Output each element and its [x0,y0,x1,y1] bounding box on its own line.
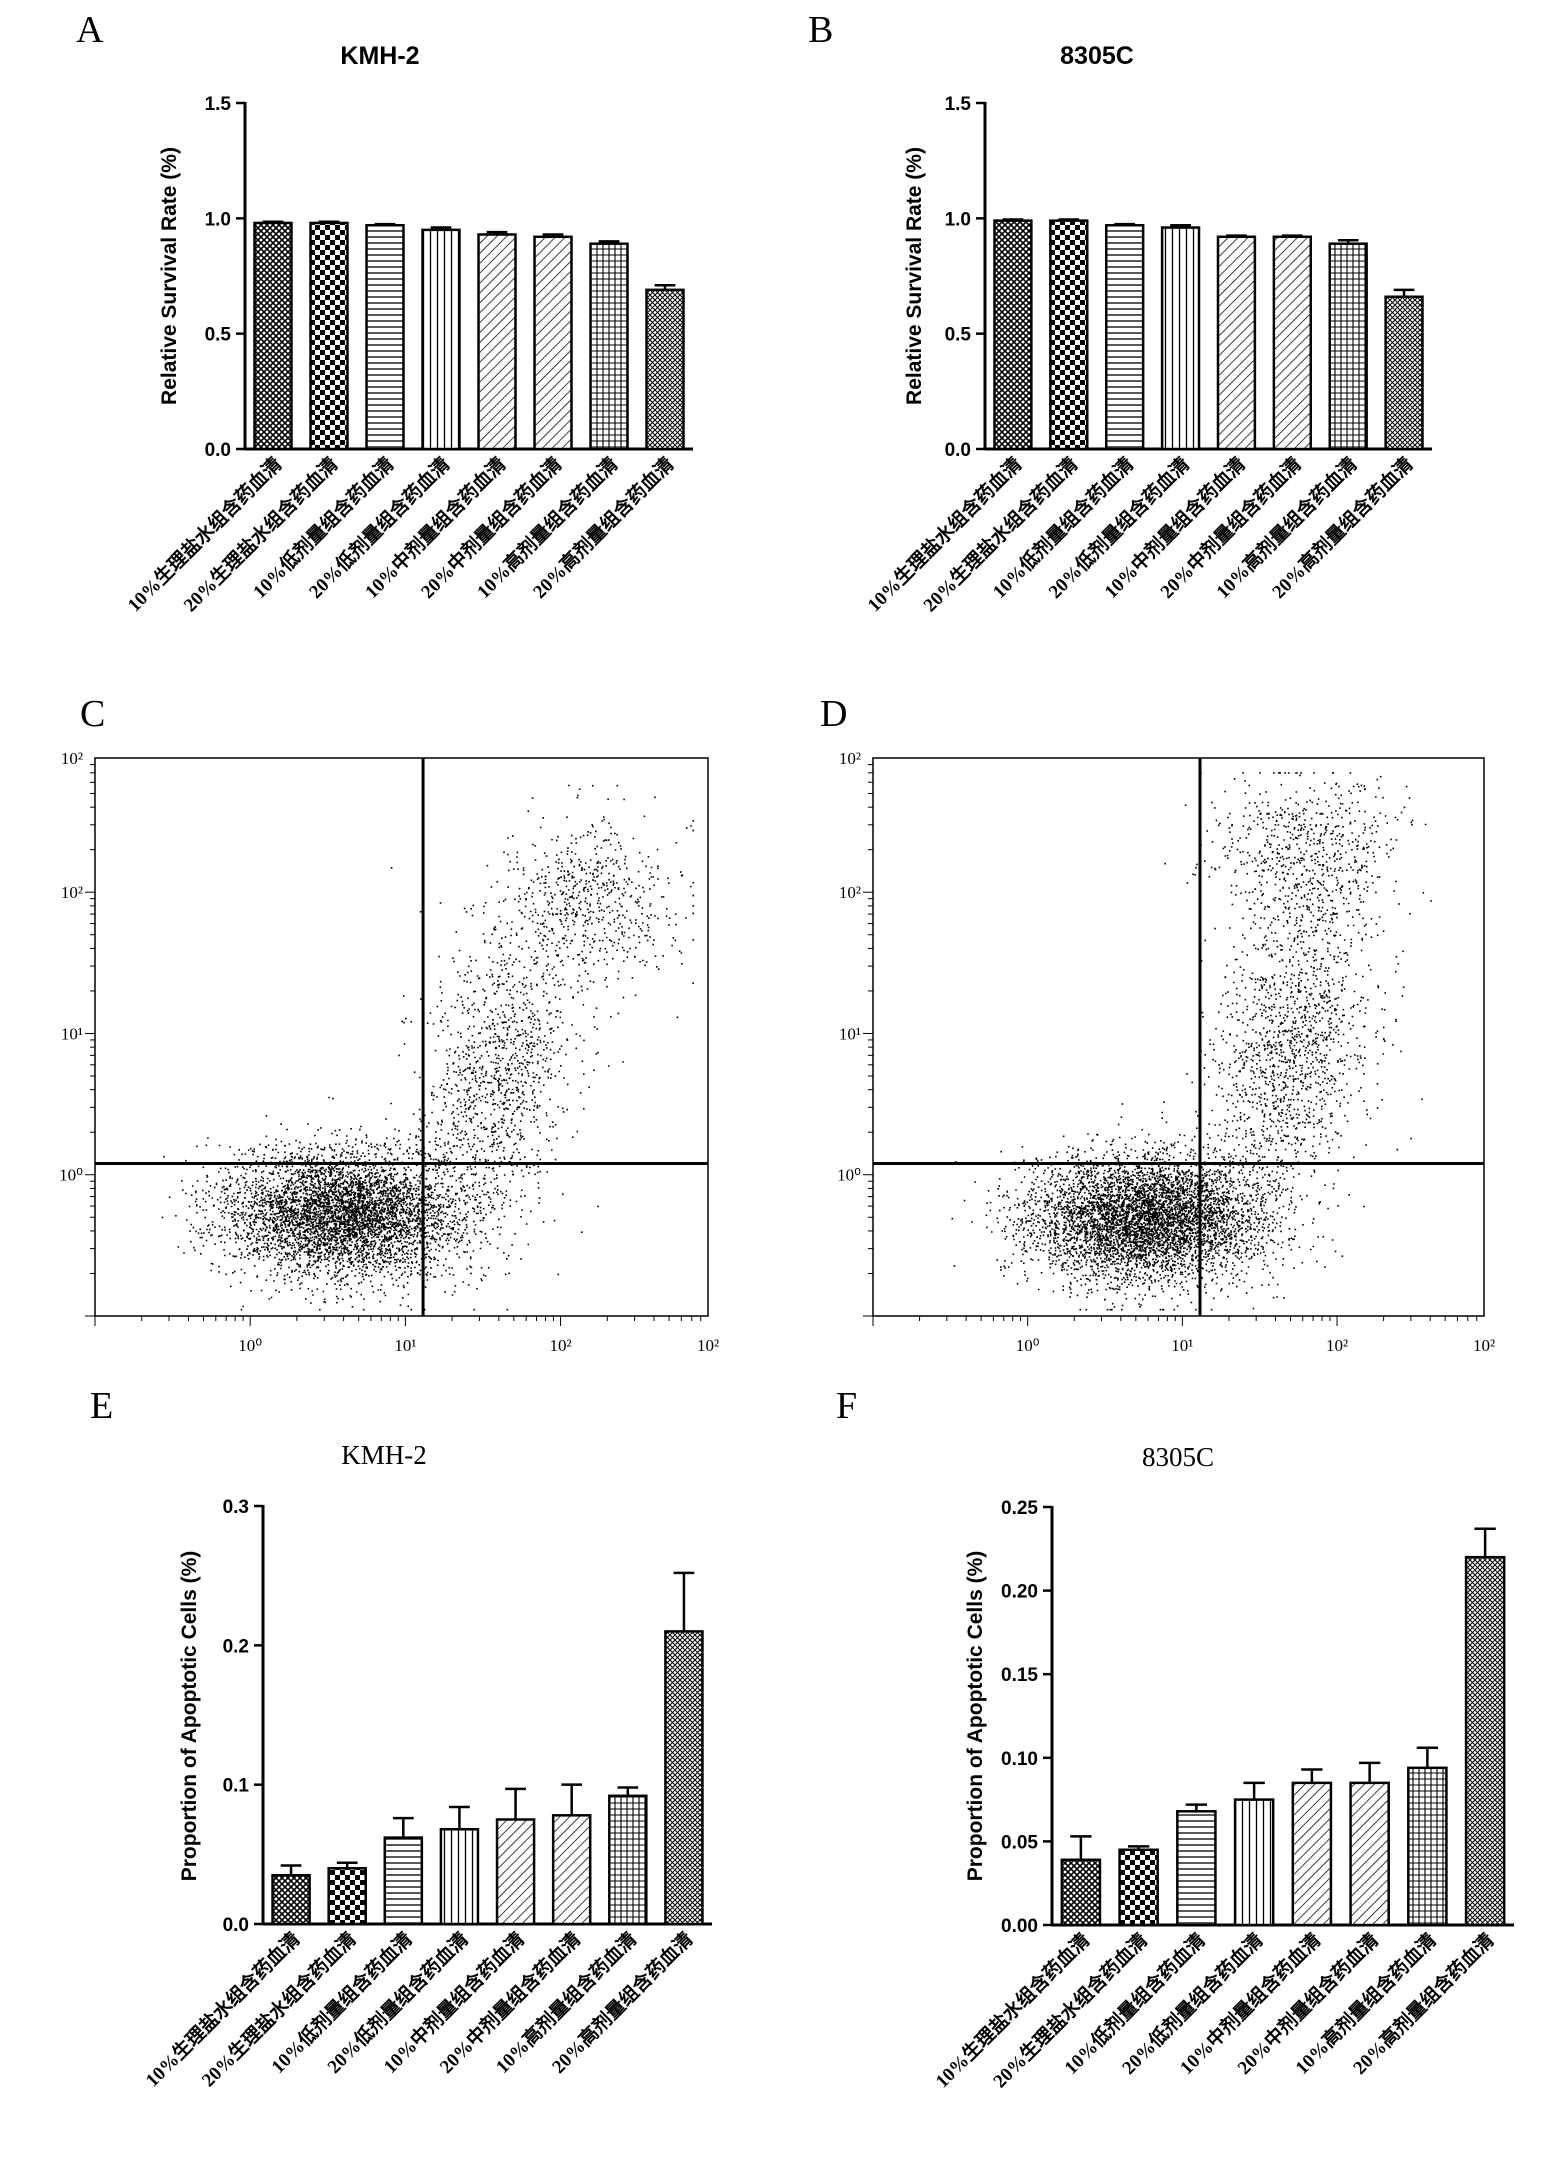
bar [1060,1858,1102,1927]
bar [993,219,1033,451]
x-tick-label: 10² [550,1336,572,1355]
y-tick-label: 0.0 [223,1915,249,1936]
y-axis-label: Proportion of Apoptotic Cells (%) [178,1551,201,1882]
y-tick-label: 0.10 [1001,1749,1038,1770]
y-axis-label: Relative Survival Rate (%) [903,147,926,405]
bar [1176,1810,1217,1927]
y-axis-label: Relative Survival Rate (%) [158,147,181,405]
plot-frame [94,757,709,1317]
y-axis-label: Proportion of Apoptotic Cells (%) [964,1551,987,1882]
bar [1291,1781,1333,1927]
bar [1384,295,1424,451]
bar [1216,235,1257,451]
bar [271,1873,311,1926]
bar [1049,219,1089,451]
panel-a-survival-kmh2: KMH-2 Relative Survival Rate (%) 0.0 0.5 1.0… [122,42,693,616]
event-points [951,772,1432,1311]
event-points [161,784,695,1311]
bar [645,288,685,451]
y-tick-label: 0.1 [223,1776,250,1797]
bar [608,1794,648,1926]
event-dots [161,784,695,1311]
bar [533,235,573,451]
x-tick-label: 10¹ [394,1336,416,1355]
x-tick-label: 10⁰ [1016,1336,1040,1355]
y-tick-label: 10² [839,749,861,768]
panel-letter-a: A [76,9,104,51]
plot-frame [872,757,1485,1317]
y-tick-label: 0.15 [1001,1665,1038,1686]
x-tick-label: 10² [697,1336,719,1355]
panel-c-flow-cytometry: 10⁰ 10¹ 10² 10² 10² 10² 10¹ 10⁰ [59,749,719,1355]
bar [1272,235,1313,451]
bar [1233,1798,1275,1927]
bar [1118,1848,1159,1927]
y-tick-label: 10² [839,883,861,902]
y-tick-label: 0.5 [945,325,972,346]
y-tick-label: 0.0 [205,440,231,461]
bar [1464,1555,1506,1927]
y-tick-label: 10² [61,749,83,768]
panel-letter-f: F [836,1385,857,1427]
y-tick-label: 0.0 [945,440,971,461]
y-tick-label: 10¹ [839,1024,861,1043]
y-tick-label: 10² [61,883,83,902]
panel-d-flow-cytometry: 10⁰ 10¹ 10² 10² 10² 10² 10¹ 10⁰ [837,749,1495,1355]
panel-letter-e: E [90,1385,113,1427]
y-tick-label: 0.2 [223,1636,249,1657]
bar [327,1867,367,1926]
bar [1328,242,1368,451]
y-tick-label: 1.5 [945,94,972,115]
y-tick-label: 0.25 [1001,1498,1038,1519]
y-tick-label: 0.3 [223,1497,249,1518]
bar [253,221,293,451]
y-tick-label: 10¹ [61,1024,83,1043]
bar [551,1814,592,1926]
y-tick-label: 1.5 [205,94,232,115]
event-dots [951,772,1432,1311]
bar [421,228,461,451]
y-tick-label: 0.00 [1001,1916,1038,1937]
chart-title: 8305C [1142,1442,1214,1472]
panel-f-apoptosis-8305c: 8305C Proportion of Apoptotic Cells (%) 0.… [930,1442,1514,2092]
bar [439,1828,480,1926]
chart-title: KMH-2 [340,42,419,70]
y-tick-label: 10⁰ [59,1166,83,1185]
bar [383,1836,424,1926]
chart-title: 8305C [1060,42,1134,70]
bar [477,233,517,451]
bar [309,221,349,451]
chart-title: KMH-2 [341,1440,427,1470]
bar [1160,226,1201,451]
bar [1407,1766,1448,1927]
panel-b-survival-8305c: 8305C Relative Survival Rate (%) 0.0 0.5 1.0… [862,42,1432,616]
x-tick-label: 10² [1473,1336,1495,1355]
bar [664,1630,704,1926]
panel-e-apoptosis-kmh2: KMH-2 Proportion of Apoptotic Cells (%) 0.… [141,1440,712,2091]
panel-letter-d: D [820,693,847,735]
bar [1104,224,1145,451]
y-tick-label: 10⁰ [837,1166,861,1185]
panel-letter-c: C [80,693,105,735]
bar [1349,1781,1390,1927]
bar [495,1818,536,1926]
y-tick-label: 1.0 [945,209,971,230]
bar [589,242,629,451]
y-tick-label: 0.5 [205,325,232,346]
y-tick-label: 1.0 [205,209,231,230]
x-tick-label: 10⁰ [238,1336,262,1355]
y-tick-label: 0.05 [1001,1832,1038,1853]
x-tick-label: 10² [1326,1336,1348,1355]
y-tick-label: 0.20 [1001,1582,1038,1603]
panel-letter-b: B [808,9,833,51]
x-tick-label: 10¹ [1171,1336,1193,1355]
bar [365,224,405,451]
